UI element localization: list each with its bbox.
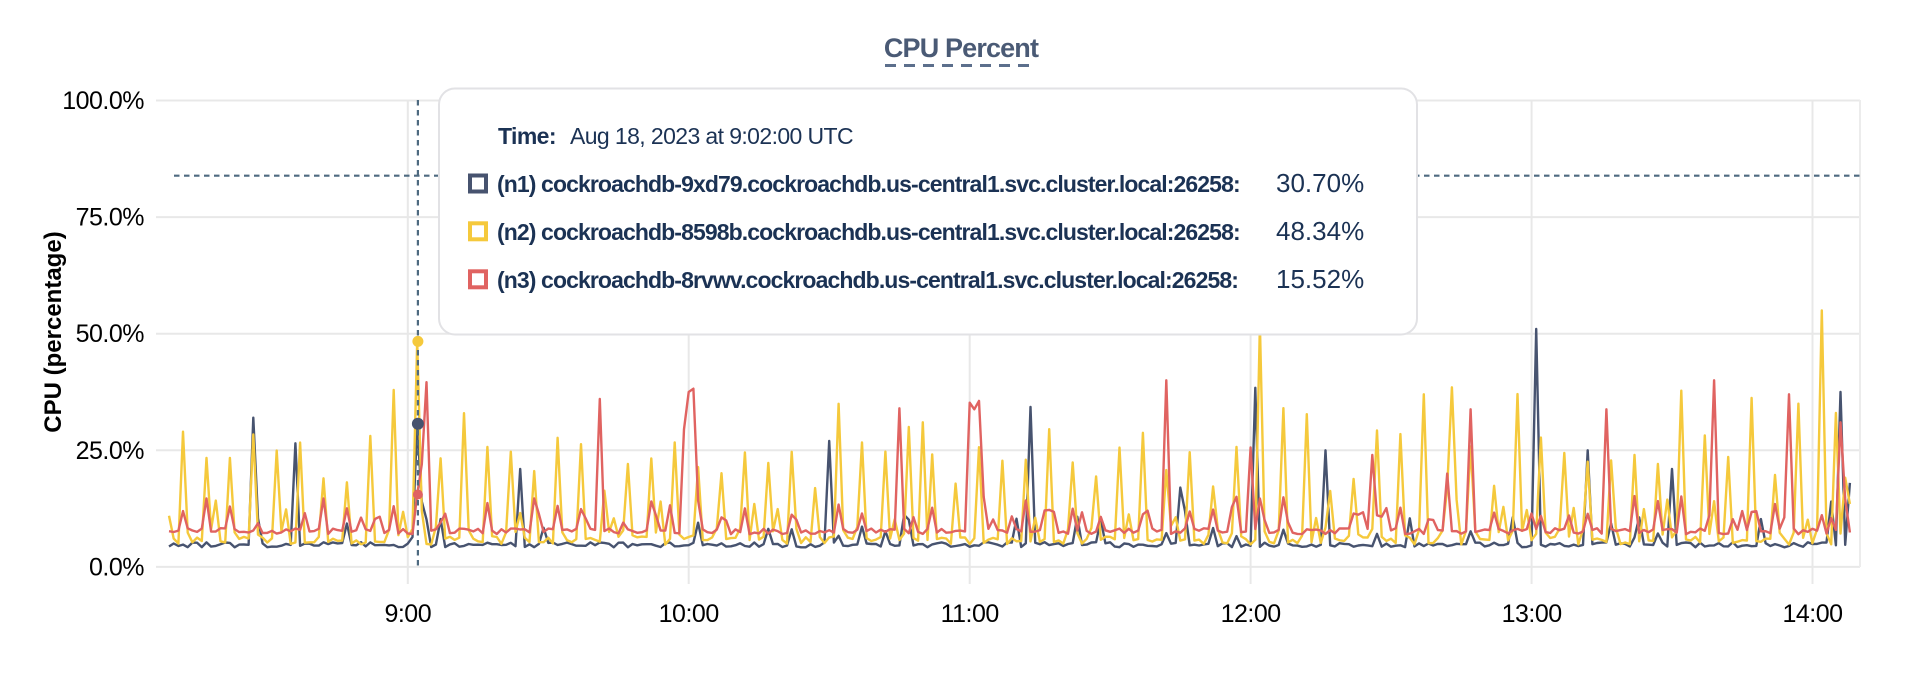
svg-text:CPU (percentage): CPU (percentage) xyxy=(40,231,67,432)
svg-text:30.70%: 30.70% xyxy=(1276,168,1364,198)
svg-text:14:00: 14:00 xyxy=(1782,600,1842,628)
svg-text:(n1) cockroachdb-9xd79.cockroa: (n1) cockroachdb-9xd79.cockroachdb.us-ce… xyxy=(497,171,1240,197)
svg-text:75.0%: 75.0% xyxy=(76,204,145,232)
svg-text:25.0%: 25.0% xyxy=(76,437,145,465)
svg-text:0.0%: 0.0% xyxy=(89,553,144,581)
svg-text:13:00: 13:00 xyxy=(1502,600,1562,628)
svg-text:100.0%: 100.0% xyxy=(62,87,144,115)
svg-text:50.0%: 50.0% xyxy=(76,320,145,348)
svg-text:12:00: 12:00 xyxy=(1221,600,1281,628)
svg-text:48.34%: 48.34% xyxy=(1276,216,1364,246)
svg-text:Time:Aug 18, 2023 at 9:02:00 U: Time: Aug 18, 2023 at 9:02:00 UTC xyxy=(498,123,853,149)
svg-text:(n3) cockroachdb-8rvwv.cockroa: (n3) cockroachdb-8rvwv.cockroachdb.us-ce… xyxy=(497,267,1238,293)
svg-text:CPU Percent: CPU Percent xyxy=(884,33,1039,63)
svg-text:(n2) cockroachdb-8598b.cockroa: (n2) cockroachdb-8598b.cockroachdb.us-ce… xyxy=(497,219,1240,245)
svg-text:9:00: 9:00 xyxy=(384,600,431,628)
svg-text:10:00: 10:00 xyxy=(659,600,719,628)
svg-text:15.52%: 15.52% xyxy=(1276,264,1364,294)
svg-text:11:00: 11:00 xyxy=(941,600,999,628)
